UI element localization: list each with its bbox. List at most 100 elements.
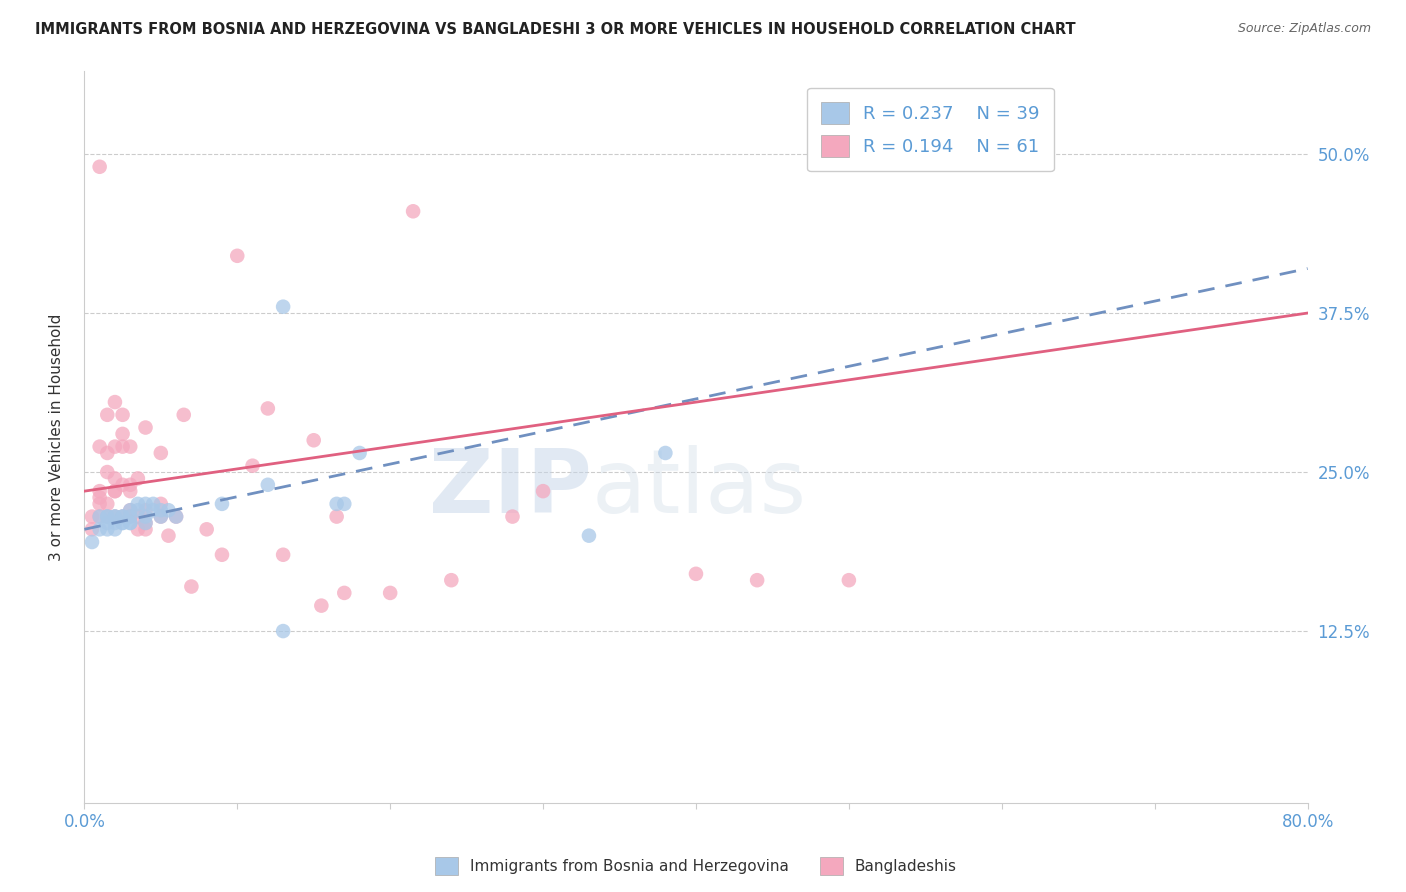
Point — [149, 446, 172, 460]
Point — [89, 440, 111, 454]
Point — [89, 497, 111, 511]
Point — [402, 204, 425, 219]
Point — [349, 446, 371, 460]
Point — [104, 509, 127, 524]
Point — [111, 516, 134, 530]
Point — [302, 434, 325, 448]
Point — [120, 484, 142, 499]
Point — [111, 440, 134, 454]
Point — [96, 465, 118, 479]
Legend: Immigrants from Bosnia and Herzegovina, Bangladeshis: Immigrants from Bosnia and Herzegovina, … — [427, 849, 965, 883]
Point — [120, 477, 142, 491]
Point — [440, 573, 463, 587]
Point — [311, 599, 333, 613]
Point — [120, 440, 142, 454]
Point — [89, 509, 111, 524]
Point — [120, 516, 142, 530]
Point — [165, 509, 187, 524]
Point — [104, 509, 127, 524]
Point — [111, 477, 134, 491]
Point — [195, 522, 218, 536]
Point — [173, 408, 195, 422]
Point — [654, 446, 676, 460]
Text: atlas: atlas — [592, 445, 807, 532]
Point — [96, 522, 118, 536]
Y-axis label: 3 or more Vehicles in Household: 3 or more Vehicles in Household — [49, 313, 63, 561]
Point — [127, 509, 149, 524]
Point — [157, 529, 180, 543]
Point — [325, 497, 347, 511]
Point — [142, 503, 165, 517]
Point — [142, 497, 165, 511]
Point — [135, 503, 157, 517]
Point — [104, 522, 127, 536]
Text: ZIP: ZIP — [429, 445, 592, 532]
Point — [96, 509, 118, 524]
Point — [89, 160, 111, 174]
Point — [226, 249, 249, 263]
Point — [180, 580, 202, 594]
Point — [531, 484, 554, 499]
Point — [747, 573, 769, 587]
Point — [104, 440, 127, 454]
Point — [271, 300, 294, 314]
Point — [96, 408, 118, 422]
Point — [120, 503, 142, 517]
Point — [380, 586, 402, 600]
Point — [135, 516, 157, 530]
Point — [104, 471, 127, 485]
Point — [149, 497, 172, 511]
Point — [271, 624, 294, 638]
Point — [333, 497, 356, 511]
Point — [120, 509, 142, 524]
Point — [127, 497, 149, 511]
Point — [96, 497, 118, 511]
Point — [211, 497, 233, 511]
Point — [325, 509, 347, 524]
Point — [135, 516, 157, 530]
Point — [104, 484, 127, 499]
Point — [157, 503, 180, 517]
Point — [120, 509, 142, 524]
Point — [333, 586, 356, 600]
Point — [685, 566, 707, 581]
Point — [104, 484, 127, 499]
Point — [104, 395, 127, 409]
Point — [127, 522, 149, 536]
Point — [120, 516, 142, 530]
Text: IMMIGRANTS FROM BOSNIA AND HERZEGOVINA VS BANGLADESHI 3 OR MORE VEHICLES IN HOUS: IMMIGRANTS FROM BOSNIA AND HERZEGOVINA V… — [35, 22, 1076, 37]
Point — [104, 516, 127, 530]
Point — [165, 509, 187, 524]
Point — [149, 509, 172, 524]
Point — [271, 548, 294, 562]
Point — [96, 509, 118, 524]
Point — [96, 446, 118, 460]
Point — [111, 426, 134, 441]
Point — [135, 497, 157, 511]
Point — [257, 401, 280, 416]
Point — [89, 522, 111, 536]
Point — [257, 477, 280, 491]
Point — [96, 516, 118, 530]
Point — [838, 573, 860, 587]
Point — [578, 529, 600, 543]
Point — [111, 408, 134, 422]
Point — [135, 522, 157, 536]
Point — [127, 503, 149, 517]
Point — [80, 535, 103, 549]
Point — [89, 509, 111, 524]
Point — [111, 516, 134, 530]
Point — [135, 509, 157, 524]
Point — [89, 491, 111, 505]
Point — [96, 509, 118, 524]
Point — [80, 509, 103, 524]
Point — [211, 548, 233, 562]
Point — [135, 420, 157, 434]
Point — [127, 471, 149, 485]
Point — [149, 509, 172, 524]
Point — [111, 509, 134, 524]
Point — [111, 509, 134, 524]
Point — [120, 503, 142, 517]
Point — [111, 509, 134, 524]
Point — [149, 503, 172, 517]
